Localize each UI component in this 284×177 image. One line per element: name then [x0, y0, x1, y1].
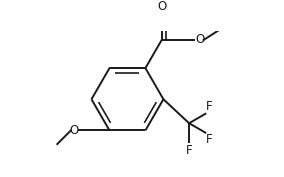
- Text: O: O: [157, 0, 166, 13]
- Text: F: F: [186, 144, 192, 157]
- Text: O: O: [195, 33, 204, 46]
- Text: F: F: [206, 133, 213, 147]
- Text: F: F: [206, 100, 213, 113]
- Text: O: O: [69, 124, 79, 137]
